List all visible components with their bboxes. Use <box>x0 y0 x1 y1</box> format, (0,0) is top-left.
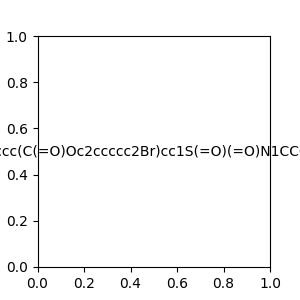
Text: Cc1ccc(C(=O)Oc2ccccc2Br)cc1S(=O)(=O)N1CCOCC1: Cc1ccc(C(=O)Oc2ccccc2Br)cc1S(=O)(=O)N1CC… <box>0 145 300 158</box>
